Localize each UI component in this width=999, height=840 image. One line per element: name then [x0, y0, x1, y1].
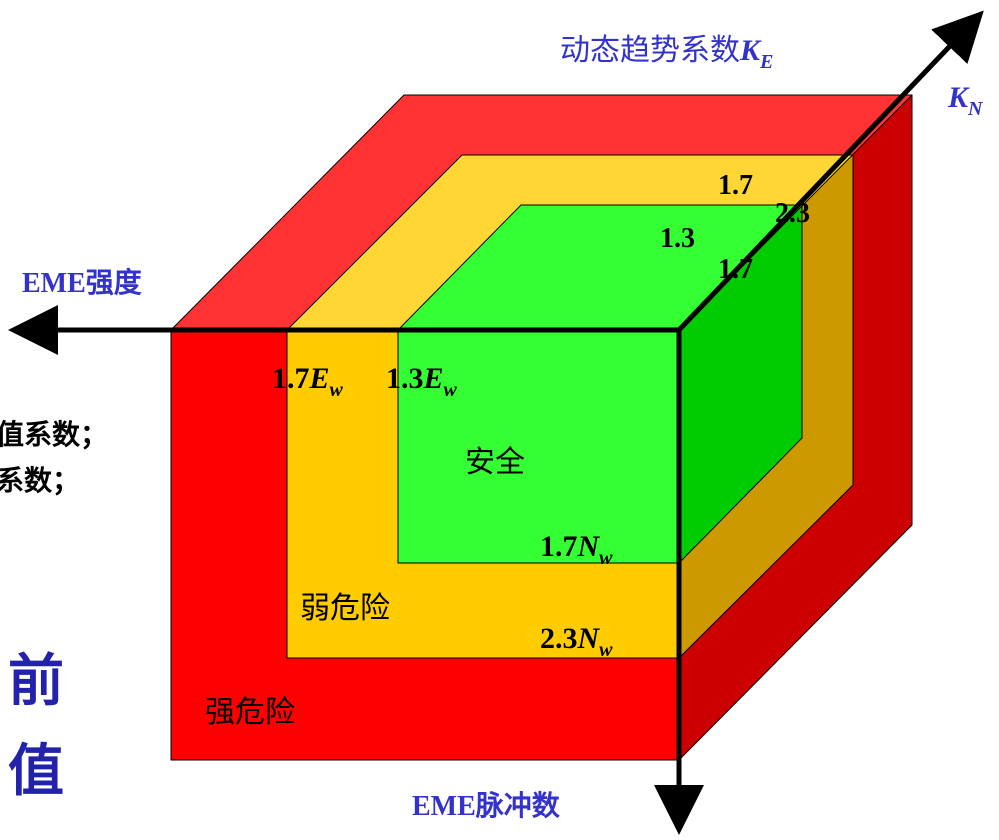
- axis-kn: [677, 10, 984, 332]
- e-outer-threshold: 1.7Ew: [272, 362, 344, 401]
- e-inner-threshold: 1.3Ew: [386, 362, 458, 401]
- k-top-b: 2.3: [775, 198, 810, 229]
- eme-intensity-label: EME强度: [22, 267, 142, 299]
- k-top-a: 1.7: [718, 170, 753, 201]
- safe-cube: [398, 205, 802, 563]
- n-inner-threshold: 1.7Nw: [540, 530, 613, 569]
- k-inner-b: 1.7: [718, 254, 753, 285]
- kn-axis-label: KN: [947, 81, 984, 120]
- left-fragment-big1: 前: [8, 649, 64, 714]
- n-outer-threshold: 2.3Nw: [540, 622, 613, 661]
- green-cube-top: [398, 205, 802, 330]
- zone-weak-label: 弱危险: [300, 591, 390, 626]
- axes: [8, 10, 984, 835]
- zone-safe-label: 安全: [465, 445, 525, 480]
- ke-axis-label: 动态趋势系数KE: [560, 33, 773, 73]
- left-fragment-line1: 值系数；: [0, 418, 108, 451]
- left-fragment-big2: 值: [8, 739, 64, 804]
- green-cube-side: [679, 205, 802, 563]
- eme-pulse-label: EME脉冲数: [412, 790, 561, 822]
- left-fragment-line2: 系数；: [0, 464, 80, 497]
- zone-strong-label: 强危险: [205, 695, 295, 730]
- green-cube-front: [398, 330, 679, 563]
- k-inner-a: 1.3: [660, 223, 695, 254]
